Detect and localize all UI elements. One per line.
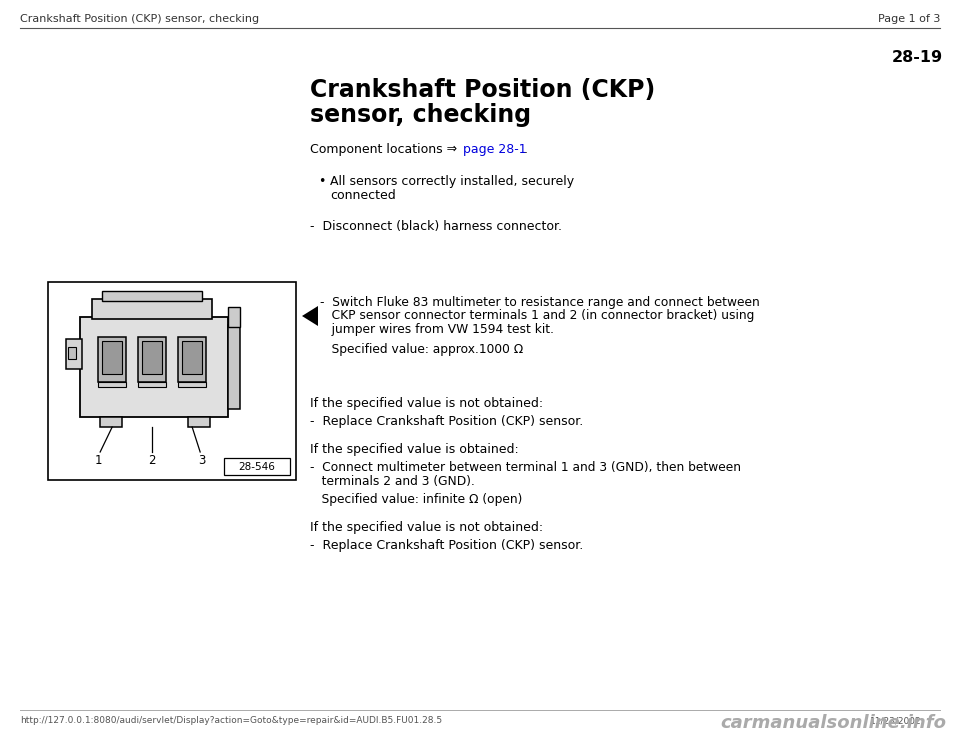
Text: 28-19: 28-19: [892, 50, 943, 65]
Bar: [48, 282, 296, 480]
Bar: [179, 382, 206, 387]
Text: 1: 1: [94, 454, 102, 467]
Text: 28-546: 28-546: [239, 462, 276, 471]
Text: -  Disconnect (black) harness connector.: - Disconnect (black) harness connector.: [310, 220, 562, 233]
Text: -  Replace Crankshaft Position (CKP) sensor.: - Replace Crankshaft Position (CKP) sens…: [310, 539, 584, 553]
Bar: [188, 417, 210, 427]
Text: All sensors correctly installed, securely: All sensors correctly installed, securel…: [330, 175, 574, 188]
Text: terminals 2 and 3 (GND).: terminals 2 and 3 (GND).: [310, 474, 475, 487]
Text: Page 1 of 3: Page 1 of 3: [877, 14, 940, 24]
Bar: [100, 417, 122, 427]
Text: CKP sensor connector terminals 1 and 2 (in connector bracket) using: CKP sensor connector terminals 1 and 2 (…: [320, 309, 755, 323]
Text: If the specified value is not obtained:: If the specified value is not obtained:: [310, 397, 543, 410]
Bar: [98, 337, 126, 382]
Text: 11/23/2002: 11/23/2002: [870, 716, 922, 725]
Text: 3: 3: [199, 454, 205, 467]
Bar: [102, 341, 122, 374]
Text: If the specified value is not obtained:: If the specified value is not obtained:: [310, 522, 543, 534]
Text: page 28-1: page 28-1: [463, 143, 527, 156]
Text: .: .: [520, 143, 528, 156]
Bar: [224, 458, 290, 475]
Text: Crankshaft Position (CKP): Crankshaft Position (CKP): [310, 78, 656, 102]
Text: connected: connected: [330, 189, 396, 202]
Bar: [228, 325, 240, 409]
Bar: [68, 347, 76, 359]
Text: Crankshaft Position (CKP) sensor, checking: Crankshaft Position (CKP) sensor, checki…: [20, 14, 259, 24]
Text: http://127.0.0.1:8080/audi/servlet/Display?action=Goto&type=repair&id=AUDI.B5.FU: http://127.0.0.1:8080/audi/servlet/Displ…: [20, 716, 443, 725]
Text: Specified value: infinite Ω (open): Specified value: infinite Ω (open): [310, 493, 522, 507]
Text: carmanualsonline.info: carmanualsonline.info: [720, 714, 946, 732]
Bar: [92, 299, 212, 319]
Bar: [179, 337, 206, 382]
Bar: [66, 339, 83, 369]
Text: 2: 2: [149, 454, 156, 467]
Text: •: •: [318, 175, 325, 188]
Bar: [138, 382, 166, 387]
Text: -  Switch Fluke 83 multimeter to resistance range and connect between: - Switch Fluke 83 multimeter to resistan…: [320, 296, 759, 309]
Bar: [80, 317, 228, 417]
Bar: [138, 337, 166, 382]
Text: If the specified value is obtained:: If the specified value is obtained:: [310, 443, 518, 456]
Text: sensor, checking: sensor, checking: [310, 103, 531, 127]
Bar: [98, 382, 126, 387]
Polygon shape: [302, 306, 318, 326]
Bar: [182, 341, 203, 374]
Text: jumper wires from VW 1594 test kit.: jumper wires from VW 1594 test kit.: [320, 323, 554, 336]
Text: Component locations ⇒: Component locations ⇒: [310, 143, 461, 156]
Text: -  Replace Crankshaft Position (CKP) sensor.: - Replace Crankshaft Position (CKP) sens…: [310, 415, 584, 428]
Text: Specified value: approx.1000 Ω: Specified value: approx.1000 Ω: [320, 343, 523, 355]
Bar: [102, 291, 203, 301]
Bar: [228, 307, 240, 327]
Bar: [142, 341, 162, 374]
Text: -  Connect multimeter between terminal 1 and 3 (GND), then between: - Connect multimeter between terminal 1 …: [310, 461, 741, 474]
